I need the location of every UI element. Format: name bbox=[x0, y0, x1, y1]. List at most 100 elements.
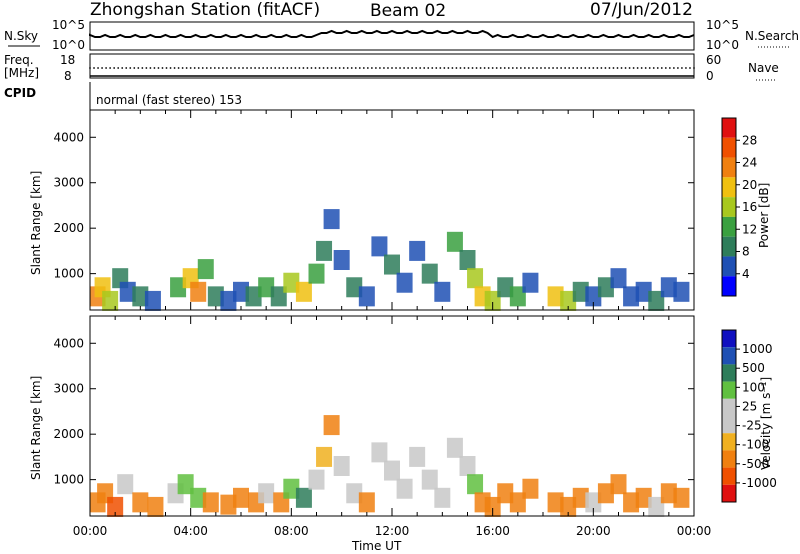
freq-dot bbox=[209, 67, 212, 69]
colorbar-segment bbox=[722, 137, 736, 158]
colorbar-segment bbox=[722, 236, 736, 257]
data-cell bbox=[547, 286, 564, 307]
data-cell bbox=[396, 478, 413, 499]
power-y-ticks: 1000 2000 3000 4000 bbox=[53, 130, 694, 281]
nave-tick-low: 0 bbox=[706, 69, 714, 83]
data-cell bbox=[484, 290, 501, 311]
nsky-tick-low: 10^0 bbox=[52, 38, 85, 52]
freq-dot bbox=[89, 67, 91, 69]
freq-dot bbox=[181, 67, 184, 69]
freq-dot bbox=[193, 67, 196, 69]
freq-dot bbox=[672, 67, 675, 69]
freq-dot bbox=[624, 67, 627, 69]
freq-dot bbox=[431, 67, 434, 69]
data-cell bbox=[660, 483, 677, 504]
nsearch-tick-low: 10^0 bbox=[706, 38, 739, 52]
data-cell bbox=[358, 492, 375, 513]
freq-dot bbox=[640, 67, 643, 69]
freq-dot bbox=[475, 67, 478, 69]
data-cell bbox=[197, 259, 214, 280]
data-cell bbox=[497, 277, 514, 298]
data-cell bbox=[220, 290, 237, 311]
colorbar-segment bbox=[722, 157, 736, 178]
freq-dot bbox=[117, 67, 120, 69]
freq-dot bbox=[97, 67, 99, 69]
colorbar-segment bbox=[722, 330, 736, 348]
freq-dot bbox=[246, 67, 248, 69]
power-ylabel: Slant Range [km] bbox=[29, 171, 43, 275]
data-cell bbox=[119, 281, 136, 302]
freq-dot bbox=[157, 67, 160, 69]
freq-dot bbox=[334, 67, 337, 69]
freq-dot bbox=[383, 67, 385, 69]
colorbar-segment bbox=[722, 484, 736, 502]
data-cell bbox=[333, 456, 350, 476]
data-cell bbox=[585, 492, 602, 513]
freq-dot bbox=[548, 67, 550, 69]
data-cell bbox=[371, 442, 388, 463]
data-cell bbox=[597, 277, 614, 298]
data-cell bbox=[308, 469, 325, 490]
data-cell bbox=[346, 277, 363, 298]
freq-dot bbox=[519, 67, 522, 69]
freq-tick-high: 18 bbox=[60, 53, 75, 67]
beam-title: Beam 02 bbox=[370, 1, 446, 21]
freq-dot bbox=[544, 67, 546, 69]
y-tick-label: 3000 bbox=[53, 382, 84, 396]
freq-dot bbox=[491, 67, 494, 69]
freq-dot bbox=[564, 67, 567, 69]
colorbar-segment bbox=[722, 450, 736, 468]
freq-dot bbox=[101, 67, 103, 69]
freq-dot bbox=[238, 67, 240, 69]
colorbar-segment bbox=[722, 433, 736, 451]
data-cell bbox=[371, 236, 388, 257]
velocity-ylabel: Slant Range [km] bbox=[29, 376, 43, 480]
data-cell bbox=[547, 492, 564, 513]
data-cell bbox=[132, 286, 149, 307]
freq-dot bbox=[423, 67, 426, 69]
nsearch-label: N.Search bbox=[745, 29, 799, 43]
data-cell bbox=[673, 487, 690, 508]
data-cell bbox=[396, 272, 413, 293]
freq-dot bbox=[374, 67, 377, 69]
data-cell bbox=[346, 483, 363, 504]
freq-dot bbox=[499, 67, 502, 69]
nsky-tick-high: 10^5 bbox=[52, 18, 85, 32]
colorbar-segment bbox=[722, 364, 736, 382]
freq-dot bbox=[676, 67, 679, 69]
freq-dot bbox=[503, 67, 506, 69]
data-cell bbox=[560, 290, 577, 311]
freq-dot bbox=[161, 67, 164, 69]
freq-dot bbox=[314, 67, 317, 69]
data-cell bbox=[597, 483, 614, 504]
colorbar-segment bbox=[722, 197, 736, 217]
freq-dot bbox=[451, 67, 454, 69]
freq-dot bbox=[262, 67, 265, 69]
colorbar-segment bbox=[722, 381, 736, 399]
data-cell bbox=[384, 254, 400, 275]
freq-dot bbox=[644, 67, 647, 69]
freq-dot bbox=[234, 67, 236, 69]
freq-dot bbox=[693, 67, 695, 69]
freq-dot bbox=[523, 67, 526, 69]
colorbar-segment bbox=[722, 467, 736, 485]
colorbar-segment bbox=[722, 118, 736, 138]
colorbar-frame bbox=[721, 329, 737, 503]
data-cell bbox=[635, 281, 652, 302]
freq-dot bbox=[495, 67, 498, 69]
data-cell bbox=[384, 460, 400, 481]
data-cell bbox=[333, 250, 350, 270]
data-cell bbox=[497, 483, 514, 504]
freq-dot bbox=[189, 67, 192, 69]
station-title: Zhongshan Station (fitACF) bbox=[90, 0, 320, 20]
freq-dot bbox=[439, 67, 442, 69]
power-colorbar: 4 8 12 16 20 24 28 bbox=[721, 117, 757, 297]
time-tick-label: 04:00 bbox=[173, 524, 208, 538]
data-cell bbox=[207, 286, 224, 307]
freq-dot bbox=[681, 67, 683, 69]
freq-dot bbox=[648, 67, 651, 69]
freq-dot bbox=[230, 67, 232, 69]
time-tick-label: 16:00 bbox=[475, 524, 510, 538]
freq-dot bbox=[221, 67, 224, 69]
data-cell bbox=[409, 240, 426, 261]
